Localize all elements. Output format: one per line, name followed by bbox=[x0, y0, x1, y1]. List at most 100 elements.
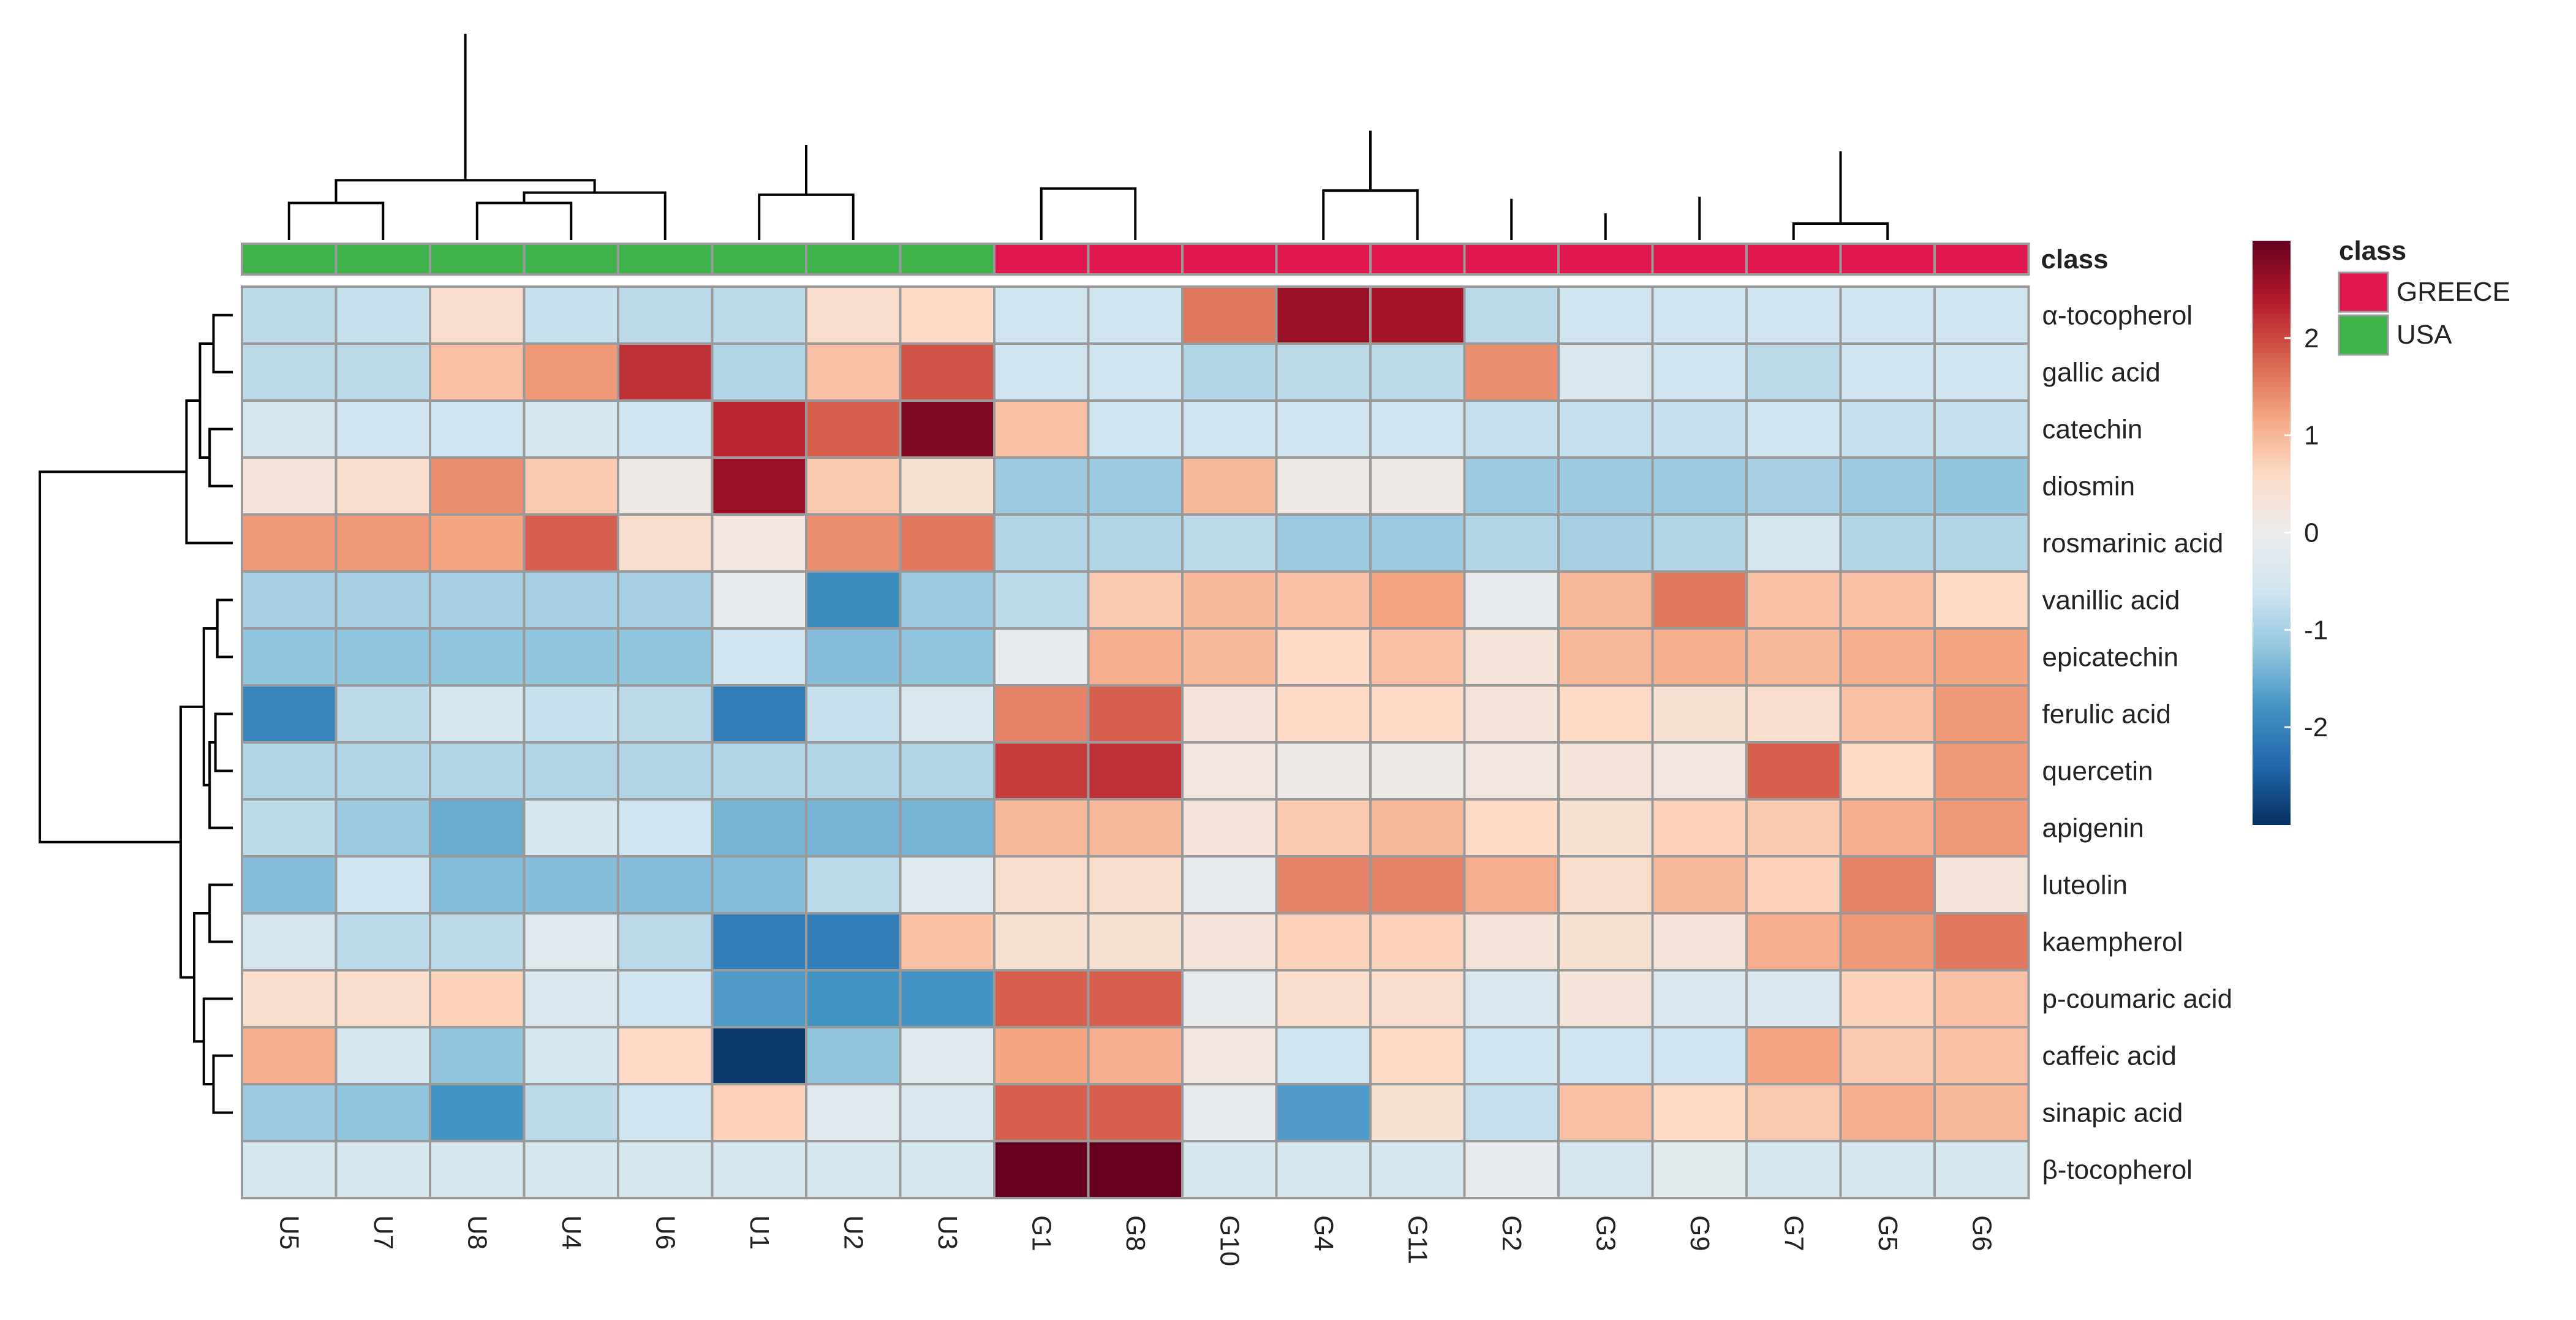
legend-swatch bbox=[2338, 314, 2389, 356]
heatmap-cell bbox=[1745, 1083, 1842, 1142]
heatmap-cell bbox=[1463, 513, 1560, 573]
colorbar-segment bbox=[2253, 367, 2291, 373]
column-label: U7 bbox=[368, 1215, 398, 1250]
heatmap-cell bbox=[1839, 798, 1936, 858]
colorbar-segment bbox=[2253, 508, 2291, 514]
heatmap-cell bbox=[711, 912, 807, 971]
column-label: G8 bbox=[1120, 1215, 1150, 1251]
row-label: luteolin bbox=[2042, 870, 2128, 900]
colorbar-segment bbox=[2253, 250, 2291, 256]
heatmap-cell bbox=[1839, 570, 1936, 630]
heatmap-cell bbox=[1087, 342, 1184, 402]
heatmap-cell bbox=[334, 1140, 431, 1199]
row-label: p-coumaric acid bbox=[2042, 984, 2233, 1014]
heatmap-cell bbox=[1087, 969, 1184, 1028]
heatmap-cell bbox=[617, 456, 714, 516]
heatmap-cell bbox=[523, 798, 619, 858]
colorbar-segment bbox=[2253, 532, 2291, 538]
heatmap-cell bbox=[1651, 627, 1748, 687]
heatmap-cell bbox=[617, 513, 714, 573]
heatmap-cell bbox=[993, 1140, 1090, 1199]
heatmap-cell bbox=[1369, 684, 1466, 744]
heatmap-cell bbox=[1651, 684, 1748, 744]
heatmap-cell bbox=[899, 1140, 995, 1199]
heatmap-cell bbox=[899, 399, 995, 459]
colorbar-segment bbox=[2253, 464, 2291, 470]
heatmap-cell bbox=[429, 570, 526, 630]
colorbar-segment bbox=[2253, 737, 2291, 742]
row-label: α-tocopherol bbox=[2042, 301, 2193, 331]
heatmap-cell bbox=[1275, 1140, 1372, 1199]
row-label: kaempherol bbox=[2042, 927, 2183, 957]
heatmap-cell bbox=[334, 627, 431, 687]
heatmap-cell bbox=[1369, 399, 1466, 459]
heatmap-cell bbox=[1933, 1026, 2030, 1085]
heatmap-cell bbox=[1275, 627, 1372, 687]
heatmap-cell bbox=[899, 684, 995, 744]
heatmap-cell bbox=[1745, 399, 1842, 459]
heatmap-cell bbox=[805, 912, 902, 971]
colorbar-segment bbox=[2253, 658, 2291, 665]
column-label: U6 bbox=[650, 1215, 680, 1250]
column-label: G6 bbox=[1966, 1215, 1996, 1251]
colorbar-segment bbox=[2253, 377, 2291, 383]
heatmap-cell bbox=[1463, 627, 1560, 687]
heatmap-cell bbox=[1933, 399, 2030, 459]
colorbar-segment bbox=[2253, 547, 2291, 553]
row-label: caffeic acid bbox=[2042, 1041, 2177, 1071]
heatmap-cell bbox=[1181, 513, 1278, 573]
heatmap-cell bbox=[334, 855, 431, 915]
colorbar-segment bbox=[2253, 260, 2291, 266]
heatmap-cell bbox=[1557, 285, 1654, 345]
column-label: G11 bbox=[1402, 1215, 1432, 1264]
heatmap-cell bbox=[1275, 912, 1372, 971]
colorbar-segment bbox=[2253, 445, 2291, 451]
class-legend-title: class bbox=[2339, 236, 2406, 266]
colorbar-segment bbox=[2253, 722, 2291, 728]
colorbar-segment bbox=[2253, 751, 2291, 757]
colorbar-segment bbox=[2253, 274, 2291, 281]
row-dendrogram-link bbox=[39, 470, 187, 843]
heatmap-cell bbox=[899, 1026, 995, 1085]
row-label: gallic acid bbox=[2042, 358, 2161, 388]
heatmap-cell bbox=[1839, 969, 1936, 1028]
heatmap-cell bbox=[334, 456, 431, 516]
heatmap-cell bbox=[1839, 1083, 1936, 1142]
heatmap-cell bbox=[1275, 570, 1372, 630]
colorbar-segment bbox=[2253, 771, 2291, 777]
heatmap-cell bbox=[523, 969, 619, 1028]
heatmap-cell bbox=[1087, 855, 1184, 915]
class-cell bbox=[993, 243, 1090, 276]
column-label: U8 bbox=[462, 1215, 492, 1250]
colorbar-segment bbox=[2253, 663, 2291, 669]
colorbar-segment bbox=[2253, 673, 2291, 679]
heatmap-cell bbox=[241, 912, 338, 971]
heatmap-cell bbox=[1275, 513, 1372, 573]
colorbar-segment bbox=[2253, 775, 2291, 782]
heatmap-cell bbox=[1933, 855, 2030, 915]
heatmap-cell bbox=[899, 969, 995, 1028]
heatmap-cell bbox=[617, 798, 714, 858]
colorbar-segment bbox=[2253, 717, 2291, 723]
heatmap-cell bbox=[993, 1026, 1090, 1085]
heatmap-cell bbox=[1087, 285, 1184, 345]
colorbar-segment bbox=[2253, 693, 2291, 699]
colorbar-segment bbox=[2253, 245, 2291, 251]
heatmap-cell bbox=[429, 969, 526, 1028]
heatmap-cell bbox=[1557, 342, 1654, 402]
heatmap-cell bbox=[523, 285, 619, 345]
heatmap-cell bbox=[241, 285, 338, 345]
colorbar-segment bbox=[2253, 785, 2291, 791]
heatmap-cell bbox=[899, 285, 995, 345]
heatmap-cell bbox=[241, 798, 338, 858]
heatmap-cell bbox=[1181, 627, 1278, 687]
row-label: rosmarinic acid bbox=[2042, 529, 2224, 559]
colorbar-segment bbox=[2253, 527, 2291, 534]
heatmap-cell bbox=[334, 570, 431, 630]
heatmap-cell bbox=[1651, 399, 1748, 459]
heatmap-cell bbox=[1745, 741, 1842, 801]
heatmap-cell bbox=[1463, 1140, 1560, 1199]
heatmap-cell bbox=[1369, 798, 1466, 858]
colorbar-segment bbox=[2253, 489, 2291, 494]
